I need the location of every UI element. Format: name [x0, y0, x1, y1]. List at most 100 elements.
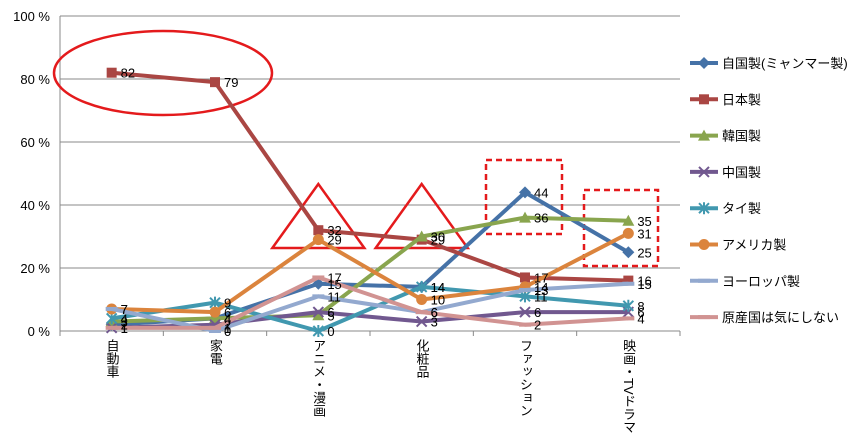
data-point-marker	[519, 322, 531, 327]
legend-entry: アメリカ製	[690, 238, 786, 253]
legend-swatch-marker	[698, 166, 710, 178]
series-line	[111, 284, 629, 333]
data-point-marker	[623, 275, 634, 286]
y-tick-label: 80 %	[20, 72, 50, 87]
data-label: 16	[637, 274, 651, 289]
data-label: 7	[121, 302, 128, 317]
data-label: 3	[431, 315, 438, 330]
data-label: 14	[534, 280, 548, 295]
legend-entry: 韓国製	[690, 129, 761, 144]
data-label: 11	[534, 289, 548, 304]
data-label: 36	[534, 211, 548, 226]
data-label: 1	[224, 321, 231, 336]
series-4	[105, 280, 635, 337]
legend-entry: 原産国は気にしない	[690, 310, 839, 325]
x-category-label: 化粧品	[415, 339, 430, 378]
legend-label: 日本製	[722, 92, 761, 107]
data-label: 25	[637, 245, 651, 260]
legend-entry: 自国製(ミャンマー製)	[690, 56, 848, 71]
data-point-marker	[312, 325, 325, 337]
data-label: 82	[121, 66, 135, 81]
legend-swatch-marker	[698, 278, 710, 283]
data-label: 2	[224, 318, 231, 333]
data-label: 0	[327, 324, 334, 339]
legend-entry: ヨーロッパ製	[690, 274, 800, 289]
data-point-marker	[622, 246, 635, 259]
legend: 自国製(ミャンマー製) 日本製韓国製中国製タイ製アメリカ製ヨーロッパ製原産国は気に…	[690, 56, 848, 325]
data-label: 4	[121, 311, 128, 326]
legend-swatch-marker	[698, 239, 710, 250]
data-label: 29	[431, 233, 445, 248]
legend-entry: 中国製	[690, 165, 761, 180]
legend-swatch-marker	[699, 94, 709, 105]
data-label: 10	[431, 293, 445, 308]
data-point-marker	[415, 310, 428, 315]
data-point-marker	[415, 230, 428, 242]
y-tick-label: 40 %	[20, 198, 50, 213]
x-category-label: ファッション	[518, 339, 533, 417]
triangle-annotation	[373, 181, 471, 250]
data-point-marker	[622, 299, 635, 312]
data-point-marker	[312, 275, 325, 280]
data-label: 79	[224, 75, 238, 90]
data-label: 4	[637, 311, 644, 326]
data-label: 14	[431, 280, 445, 295]
axes: 0 % 20 % 40 % 60 % 80 % 100 % 自動車 家電 アニメ・漫画 化粧品 ファ…	[13, 9, 681, 434]
data-label: 1	[121, 321, 128, 336]
data-label: 13	[534, 283, 548, 298]
data-point-marker	[105, 325, 118, 330]
legend-swatch-marker	[698, 315, 710, 320]
legend-label: タイ製	[722, 201, 761, 216]
data-label: 6	[327, 305, 334, 320]
data-label: 3	[121, 315, 128, 330]
series-line	[111, 310, 629, 330]
data-label: 17	[327, 270, 341, 285]
series	[105, 67, 635, 337]
x-category-label: 映画・TVドラマ	[621, 339, 636, 434]
data-point-marker	[519, 211, 531, 223]
legend-entry: 日本製	[690, 92, 761, 107]
data-point-marker	[209, 325, 221, 330]
data-point-marker	[209, 329, 221, 333]
data-label: 30	[431, 230, 445, 245]
triangle-annotation	[269, 181, 367, 250]
data-label: 5	[327, 308, 334, 323]
data-point-marker	[519, 306, 531, 318]
x-category-label: 自動車	[105, 339, 120, 378]
legend-label: 自国製(ミャンマー製)	[722, 56, 848, 71]
data-label: 6	[224, 305, 231, 320]
y-tick-label: 0 %	[28, 324, 51, 339]
data-label: 4	[224, 311, 231, 326]
data-label: 8	[637, 299, 644, 314]
legend-label: 韓国製	[722, 129, 761, 144]
data-point-marker	[105, 306, 118, 311]
legend-swatch-marker	[698, 202, 710, 215]
legend-label: アメリカ製	[722, 238, 786, 253]
data-label: 6	[431, 305, 438, 320]
data-label: 15	[637, 277, 651, 292]
series-5	[106, 227, 634, 318]
legend-swatch-marker	[698, 129, 710, 141]
data-label: 11	[327, 289, 341, 304]
data-point-marker	[415, 280, 428, 293]
data-label: 6	[637, 305, 644, 320]
data-label: 6	[534, 305, 541, 320]
legend-swatch-marker	[698, 57, 710, 69]
series-line	[111, 231, 630, 315]
legend-entry: タイ製	[690, 201, 761, 216]
data-point-marker	[519, 288, 531, 293]
data-label: 44	[534, 185, 548, 200]
data-point-marker	[622, 316, 635, 321]
data-point-marker	[622, 227, 634, 239]
y-tick-label: 100 %	[13, 9, 50, 24]
data-point-marker	[313, 225, 324, 236]
y-tick-label: 20 %	[20, 261, 50, 276]
data-label: 0	[224, 324, 231, 339]
data-point-marker	[520, 272, 530, 283]
data-point-marker	[209, 306, 221, 318]
data-label: 31	[637, 226, 651, 241]
data-label: 9	[224, 296, 231, 311]
series-7	[105, 275, 635, 330]
